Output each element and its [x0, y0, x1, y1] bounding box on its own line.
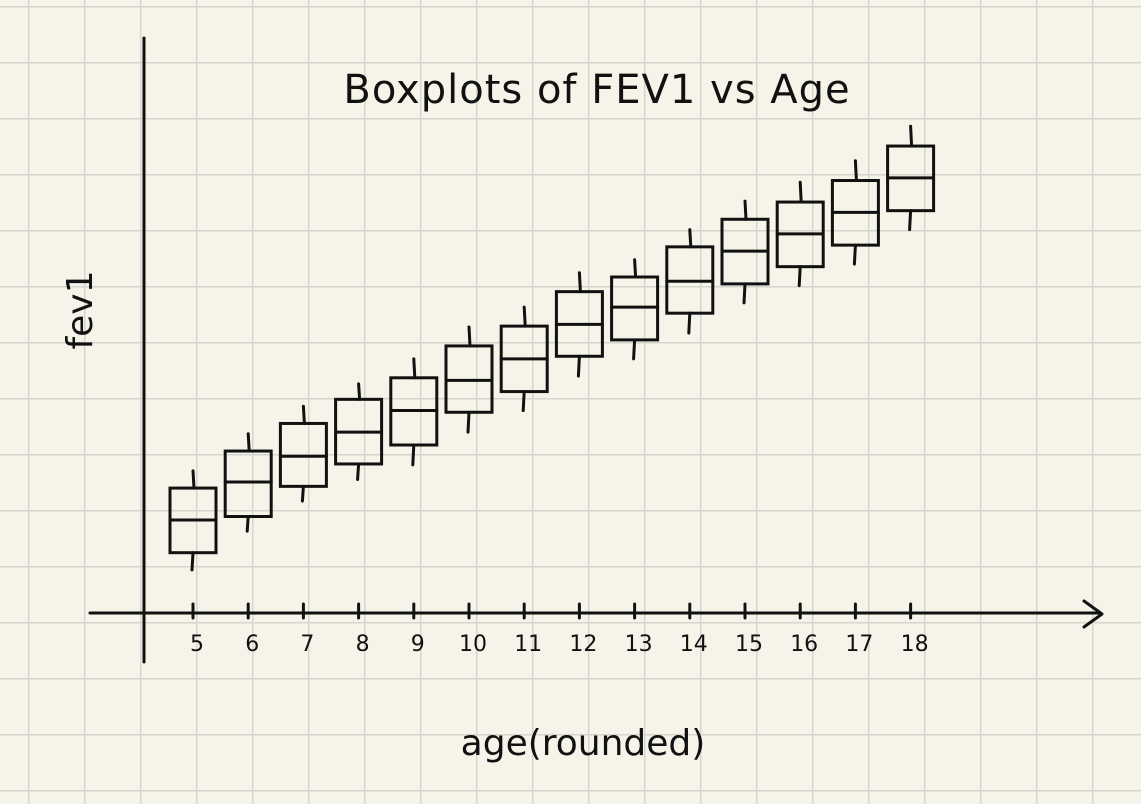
- boxplot-box-age-11: [499, 305, 549, 413]
- boxplot-box-age-12: [554, 271, 604, 378]
- whisker-upper: [909, 124, 914, 148]
- boxes: [168, 124, 936, 572]
- boxplot-box-age-18: [886, 124, 936, 232]
- boxplot-box-age-5: [168, 469, 218, 572]
- whisker-upper: [301, 404, 306, 425]
- whisker-lower: [300, 484, 305, 503]
- whisker-lower: [852, 243, 857, 266]
- x-tick-label: 13: [625, 632, 653, 657]
- whisker-upper: [467, 325, 472, 348]
- whisker-upper: [688, 228, 693, 249]
- whisker-upper: [743, 199, 748, 221]
- boxplot-box-age-7: [278, 404, 328, 503]
- whisker-upper: [853, 159, 858, 183]
- whisker-lower: [576, 354, 581, 378]
- x-tick-label: 11: [514, 632, 542, 657]
- x-tick-label: 14: [680, 632, 708, 657]
- whisker-upper: [191, 469, 196, 490]
- x-tick-label: 16: [790, 632, 818, 657]
- whisker-lower: [245, 515, 250, 533]
- boxplot-box-age-14: [665, 228, 715, 335]
- whisker-upper: [357, 382, 362, 401]
- y-axis-label: fev1: [60, 270, 101, 349]
- x-axis-label: age(rounded): [461, 723, 706, 764]
- whisker-upper: [246, 432, 251, 453]
- x-tick-label: 6: [245, 632, 259, 657]
- boxplot-box-age-17: [830, 159, 880, 266]
- whisker-lower: [632, 338, 637, 361]
- chart-title: Boxplots of FEV1 vs Age: [343, 67, 850, 113]
- boxplot-box-age-10: [444, 325, 494, 434]
- boxplot-box-age-15: [720, 199, 770, 305]
- whisker-upper: [633, 258, 638, 279]
- x-tick-label: 5: [190, 632, 204, 657]
- whisker-lower: [797, 265, 802, 288]
- x-axis-arrowhead: [1082, 599, 1104, 629]
- x-ticks: 5 6 7 8 9 10 11 12 13 14 15 16 17 18: [190, 602, 929, 657]
- whisker-upper: [798, 180, 803, 204]
- x-tick-label: 9: [411, 632, 425, 657]
- whisker-lower: [190, 551, 195, 572]
- x-tick-label: 18: [901, 632, 929, 657]
- boxplot-box-age-9: [389, 357, 439, 467]
- whisker-lower: [466, 410, 471, 434]
- whisker-lower: [521, 390, 526, 413]
- whisker-lower: [908, 209, 913, 232]
- whisker-upper: [412, 357, 417, 380]
- boxplot-box-age-13: [610, 258, 660, 361]
- whisker-lower: [742, 282, 747, 305]
- boxplot-box-age-6: [223, 432, 273, 533]
- box-iqr: [223, 449, 273, 519]
- x-tick-label: 15: [735, 632, 763, 657]
- x-tick-label: 7: [300, 632, 314, 657]
- whisker-upper: [577, 271, 582, 294]
- x-tick-label: 17: [845, 632, 873, 657]
- boxplot-box-age-16: [775, 180, 825, 288]
- whisker-lower: [687, 311, 692, 335]
- x-tick-label: 12: [569, 632, 597, 657]
- x-tick-label: 10: [459, 632, 487, 657]
- whisker-upper: [522, 305, 527, 328]
- whisker-lower: [411, 443, 416, 467]
- whisker-lower: [356, 462, 361, 481]
- boxplot-box-age-8: [334, 382, 384, 481]
- x-tick-label: 8: [356, 632, 370, 657]
